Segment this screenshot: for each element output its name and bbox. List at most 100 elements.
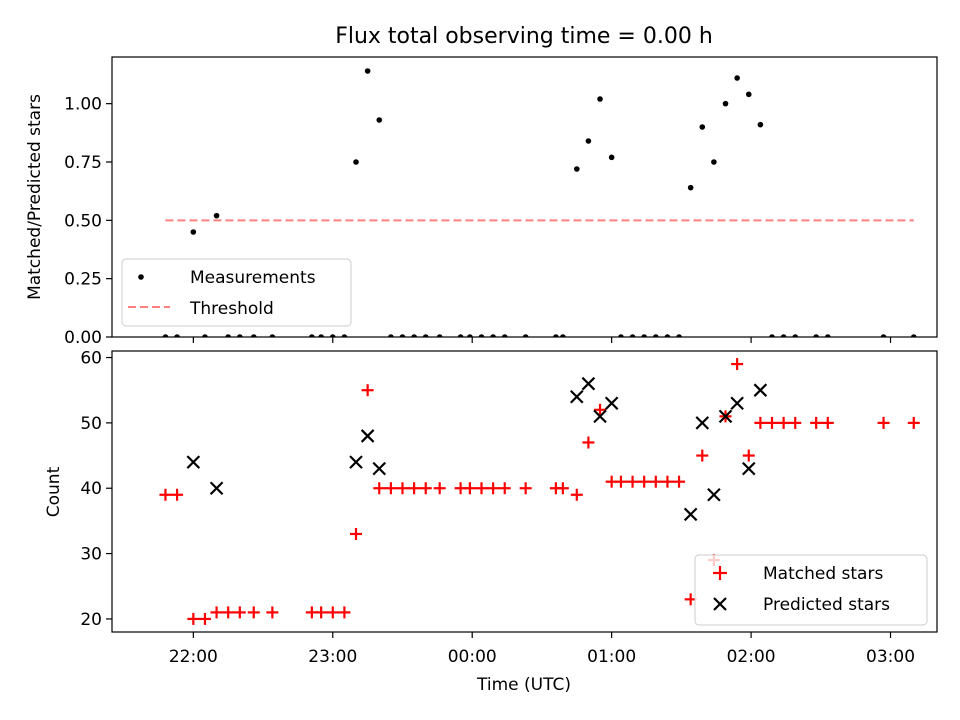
- measurement-point: [573, 166, 580, 172]
- predicted-star-point: [360, 429, 375, 443]
- matched-star-point: [408, 482, 421, 495]
- matched-star-point: [661, 475, 674, 488]
- matched-star-point: [789, 416, 802, 429]
- predicted-star-point: [209, 481, 224, 496]
- predicted-x-stroke-2: [718, 409, 733, 424]
- matched-star-point: [384, 482, 397, 495]
- measurement-point: [813, 334, 819, 337]
- top-y-tick-label: 0.50: [64, 211, 102, 231]
- bottom-legend: Matched stars Predicted stars: [694, 554, 928, 626]
- measurement-point: [225, 334, 231, 337]
- matched-star-point: [487, 482, 500, 495]
- figure-title: Flux total observing time = 0.00 h: [335, 24, 713, 49]
- predicted-x-stroke-2: [683, 507, 698, 522]
- matched-star-point: [373, 482, 386, 495]
- predicted-x-stroke-2: [372, 461, 387, 476]
- matched-star-point: [475, 482, 488, 495]
- legend-measurements-label: Measurements: [190, 268, 316, 288]
- bottom-x-tick-label: 02:00: [727, 647, 776, 667]
- measurement-point: [734, 75, 740, 81]
- bottom-x-tick-label: 22:00: [169, 647, 218, 667]
- predicted-x-stroke-2: [604, 396, 619, 411]
- measurement-point: [629, 334, 636, 337]
- bottom-x-tick-label: 01:00: [587, 647, 636, 667]
- measurement-point: [711, 159, 717, 165]
- bottom-axes-frame: [111, 350, 938, 633]
- top-legend: Measurements Threshold: [121, 258, 352, 327]
- measurement-point: [608, 154, 615, 161]
- x-axis-label: Time (UTC): [476, 675, 571, 695]
- matched-star-point: [821, 416, 834, 429]
- measurement-point: [341, 334, 348, 337]
- matched-star-point: [673, 475, 686, 488]
- measurement-point: [174, 334, 180, 337]
- measurement-point: [457, 334, 464, 337]
- predicted-x-stroke-2: [695, 416, 710, 430]
- bottom-x-tick-label: 00:00: [448, 647, 497, 667]
- matched-star-point: [210, 606, 223, 619]
- bottom-y-tick-label: 20: [80, 610, 102, 630]
- bottom-y-tick-label: 40: [80, 479, 102, 499]
- matched-star-point: [498, 482, 511, 495]
- measurement-point: [490, 334, 496, 337]
- measurement-point: [641, 334, 647, 337]
- measurement-point: [329, 334, 336, 337]
- matched-star-point: [266, 606, 279, 619]
- matched-star-point: [777, 416, 790, 429]
- measurement-point: [202, 334, 208, 337]
- matched-star-point: [171, 488, 184, 501]
- measurement-point: [467, 334, 473, 337]
- matched-star-point: [350, 527, 363, 540]
- measurement-points: [162, 68, 917, 337]
- measurement-point: [501, 334, 508, 337]
- top-panel: 0.00 0.25 0.50 0.75 1.00 Matched/Predicted s…: [25, 56, 938, 348]
- measurement-point: [597, 96, 603, 102]
- legend-predicted-marker: [713, 597, 727, 611]
- top-y-tick-label: 0.75: [64, 153, 102, 173]
- measurement-point: [687, 184, 694, 191]
- measurement-point: [769, 334, 775, 337]
- bottom-plot-area: 20 30 40 50 60 22:00 23:00 00:00 01:00 02:00 03:00: [80, 349, 920, 667]
- measurement-point: [250, 334, 257, 337]
- measurement-point: [422, 334, 429, 337]
- bottom-y-tick-label: 50: [80, 414, 102, 434]
- matched-star-point: [877, 416, 890, 429]
- predicted-star-point: [581, 376, 596, 391]
- measurement-point: [792, 334, 799, 337]
- matched-star-point: [159, 488, 172, 501]
- measurement-point: [560, 334, 566, 337]
- measurement-point: [618, 334, 624, 337]
- matched-star-point: [594, 403, 607, 416]
- measurement-point: [722, 100, 729, 107]
- measurement-point: [436, 334, 443, 337]
- matched-star-point: [649, 475, 662, 488]
- predicted-star-point: [349, 455, 363, 469]
- predicted-x-stroke-2: [707, 487, 721, 502]
- legend-predicted-label: Predicted stars: [763, 595, 890, 615]
- predicted-star-point: [718, 409, 733, 424]
- measurement-point: [585, 138, 592, 144]
- measurement-point: [364, 68, 371, 74]
- measurement-point: [880, 334, 887, 337]
- matched-star-point: [570, 488, 583, 501]
- matched-star-point: [326, 606, 339, 619]
- matched-star-point: [754, 416, 767, 429]
- predicted-star-point: [730, 396, 744, 411]
- matched-star-point: [614, 475, 627, 488]
- top-plot-area: 0.00 0.25 0.50 0.75 1.00: [64, 68, 917, 348]
- bottom-x-tick-label: 03:00: [866, 647, 915, 667]
- predicted-star-point: [593, 409, 607, 424]
- matched-star-point: [696, 449, 709, 462]
- predicted-x-stroke-2: [741, 461, 756, 476]
- measurement-point: [522, 334, 529, 337]
- matched-star-point: [315, 606, 328, 619]
- measurement-point: [745, 91, 752, 98]
- predicted-x-stroke-2: [209, 481, 224, 496]
- measurement-point: [699, 124, 706, 130]
- measurement-point: [399, 334, 406, 337]
- matched-star-point: [638, 475, 651, 488]
- predicted-star-point: [186, 455, 201, 469]
- legend-matched-label: Matched stars: [763, 564, 883, 584]
- measurement-point: [388, 334, 394, 337]
- predicted-star-point: [753, 383, 768, 397]
